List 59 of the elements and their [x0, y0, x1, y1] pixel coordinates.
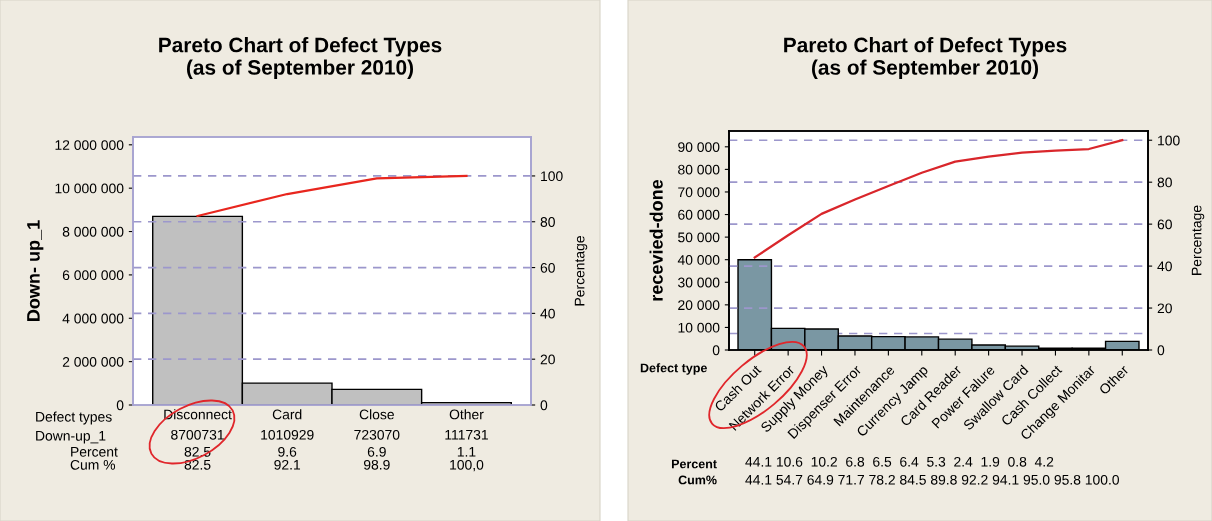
y-tick-label: 90 000 [678, 142, 720, 152]
y-axis-title: Down- up_1 [27, 220, 44, 321]
y-tick-label: 70 000 [678, 187, 720, 198]
text: 44.1 10.6 10.2 6.8 6.5 6.4 5.3 2.4 1.9 0.8 4.2 [745, 456, 1054, 467]
y2-tick-label: 0 [540, 400, 548, 411]
y2-tick-label: 60 [1157, 219, 1172, 230]
y-tick-label: 8 000 000 [62, 226, 124, 237]
text: 9.6 [278, 446, 297, 457]
y2-tick-label: 0 [1157, 345, 1165, 356]
text: 1.1 [457, 447, 476, 457]
data-label: 8700731 [171, 429, 224, 440]
text: 44.1 54.7 64.9 71.7 78.2 84.5 89.8 92.2 94.1 95.0 95.8 100.0 [745, 474, 1120, 485]
data-label: 82.5 [184, 459, 211, 470]
data-label: 1010929 [261, 429, 314, 440]
data-label: 111731 [445, 429, 488, 440]
x-tick-label: Close [359, 409, 394, 420]
y-tick-label: 0 [116, 400, 124, 411]
y-tick-label: 20 000 [678, 300, 720, 311]
y-tick-label: 2 000 000 [62, 356, 124, 367]
y2-tick-label: 80 [540, 217, 555, 227]
text: Defect type [640, 363, 707, 375]
y2-tick-label: 40 [1157, 261, 1172, 272]
x-tick-label: Other [449, 409, 484, 420]
y2-tick-label: 100 [541, 171, 563, 182]
text: Percent [671, 459, 717, 469]
y2-tick-label: 20 [1157, 303, 1172, 314]
text: 6.9 [367, 446, 386, 457]
y-tick-label: 10 000 000 [55, 183, 124, 194]
y2-tick-label: 20 [540, 354, 555, 365]
data-label: 100,0 [450, 459, 484, 472]
text: Cum % [70, 459, 116, 470]
y2-tick-label: 80 [1157, 177, 1172, 188]
data-label: 723070 [354, 429, 400, 440]
y2-tick-label: 40 [540, 308, 555, 319]
y-tick-label: 80 000 [678, 164, 720, 175]
y2-tick-label: 60 [540, 262, 555, 273]
y2-axis-title: Percentage [574, 236, 588, 306]
chart-title: Pareto Chart of Defect Types (as of September 2010) [784, 37, 1067, 79]
y-tick-label: 10 000 [678, 322, 720, 333]
data-label: 98.9 [363, 459, 390, 470]
y-tick-label: 60 000 [678, 209, 720, 220]
chart-title: Pareto Chart of Defect Types (as of September 2010) [159, 37, 442, 79]
text: Cum% [678, 475, 717, 485]
y-tick-label: 0 [712, 345, 720, 356]
y-tick-label: 12 000 000 [55, 140, 124, 150]
y-tick-label: 4 000 000 [62, 313, 124, 324]
text: Defect types [36, 411, 112, 425]
y2-axis-title: Percentage [1191, 205, 1205, 275]
y-tick-label: 6 000 000 [62, 270, 124, 281]
data-label: 92.1 [274, 459, 301, 470]
y-tick-label: 40 000 [677, 255, 720, 265]
x-tick-label: Card [272, 409, 302, 420]
text: Down-up_1 [36, 431, 106, 444]
y-tick-label: 50 000 [678, 232, 720, 243]
y-axis-title: recevied-done [649, 179, 663, 301]
y2-tick-label: 100 [1158, 135, 1180, 146]
text: 82.5 [184, 446, 211, 457]
y-tick-label: 30 000 [678, 277, 720, 288]
text: Percent [71, 447, 118, 457]
